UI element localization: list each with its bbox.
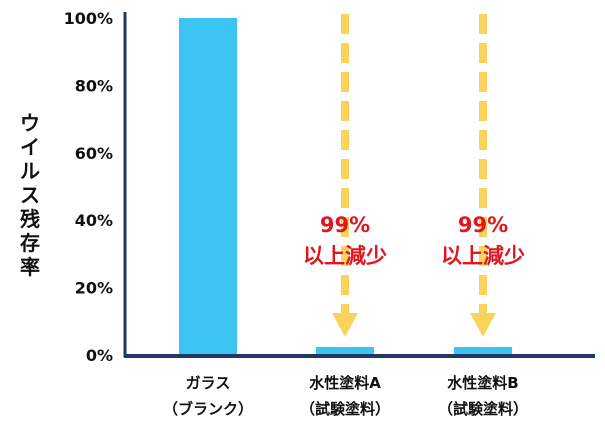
- y-tick-label: 40%: [75, 211, 113, 230]
- category-sublabel: （試験塗料）: [300, 400, 390, 418]
- annotation-percent: 99%: [320, 213, 370, 237]
- y-tick-label: 20%: [75, 279, 113, 298]
- category-labels: ガラス （ブランク） 水性塗料A （試験塗料） 水性塗料B （試験塗料）: [163, 374, 528, 418]
- arrow-head: [470, 313, 496, 337]
- annotation: 99% 以上減少: [303, 213, 387, 268]
- annotation-text: 以上減少: [303, 244, 387, 268]
- category-sublabel: （試験塗料）: [438, 400, 528, 418]
- category-sublabel: （ブランク）: [163, 400, 253, 418]
- category-name: 水性塗料A: [309, 374, 381, 392]
- y-tick-label: 100%: [64, 9, 113, 28]
- bar: [179, 18, 237, 355]
- y-tick-label: 60%: [75, 144, 113, 163]
- bar: [316, 347, 374, 355]
- x-category-label: 水性塗料B （試験塗料）: [438, 374, 528, 418]
- reduction-arrows: [332, 14, 496, 337]
- category-name: ガラス: [186, 374, 231, 392]
- bar: [454, 347, 512, 355]
- y-tick-label: 0%: [86, 346, 113, 365]
- annotations: 99% 以上減少 99% 以上減少: [303, 213, 525, 268]
- bars: [179, 18, 512, 355]
- axes: [123, 12, 595, 358]
- annotation: 99% 以上減少: [441, 213, 525, 268]
- y-tick-label: 80%: [75, 76, 113, 95]
- y-axis-title: ウイルス残存率: [20, 111, 40, 279]
- annotation-percent: 99%: [458, 213, 508, 237]
- x-category-label: ガラス （ブランク）: [163, 374, 253, 418]
- category-name: 水性塗料B: [447, 374, 518, 392]
- x-category-label: 水性塗料A （試験塗料）: [300, 374, 390, 418]
- arrow-head: [332, 313, 358, 337]
- y-axis-label: ウイルス残存率: [20, 111, 40, 279]
- annotation-text: 以上減少: [441, 244, 525, 268]
- y-tick-labels: 0% 20% 40% 60% 80% 100%: [64, 9, 113, 365]
